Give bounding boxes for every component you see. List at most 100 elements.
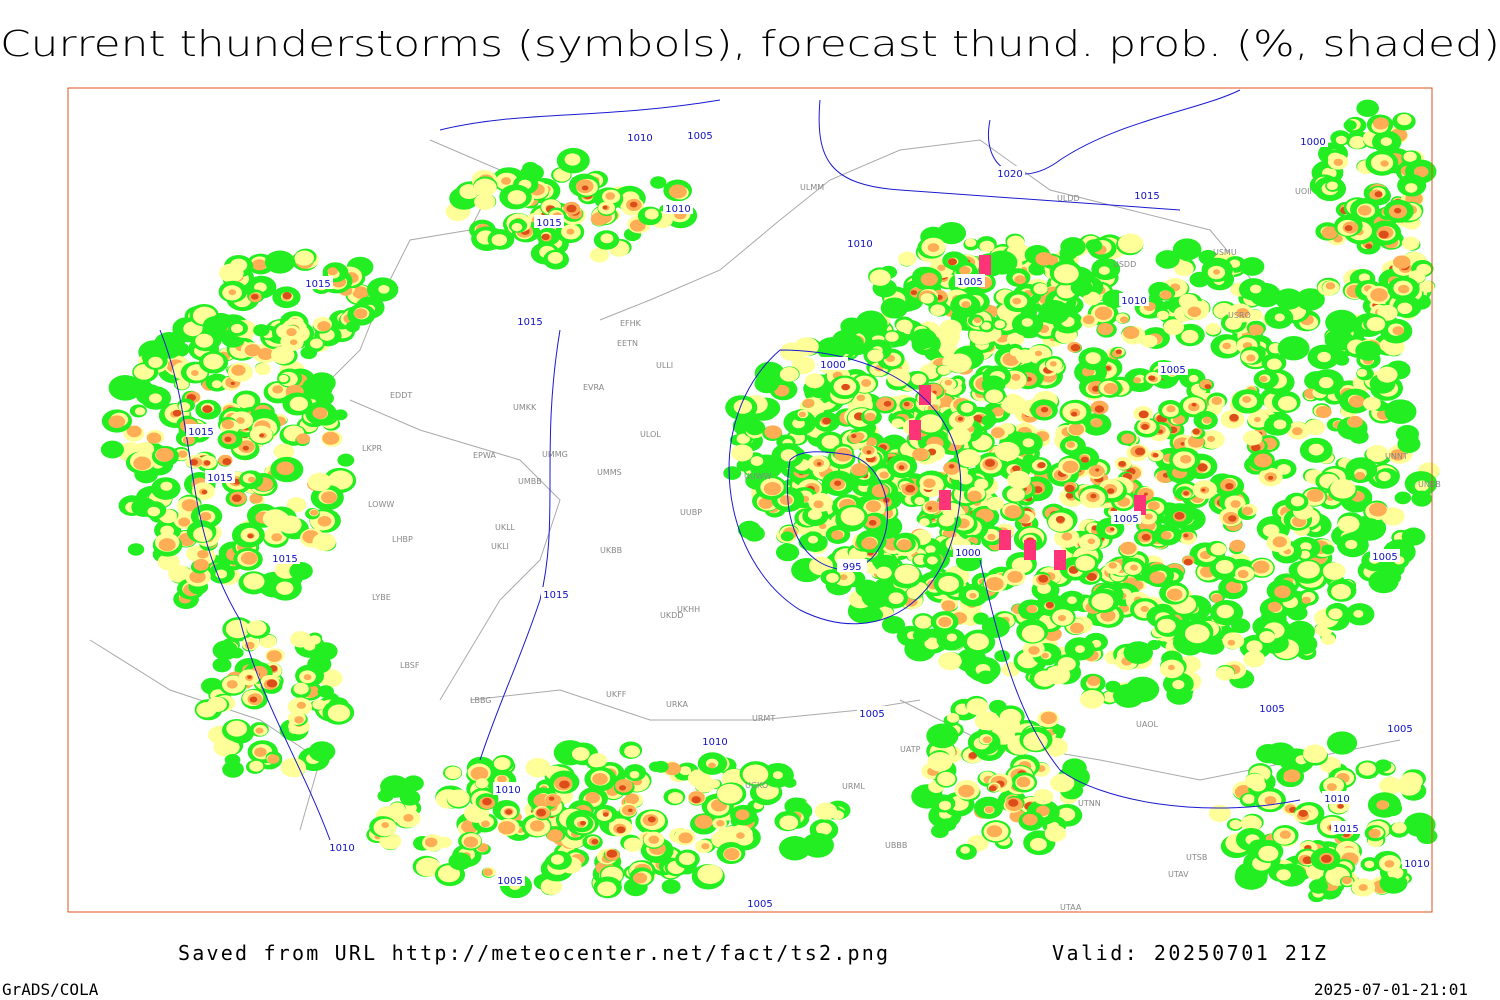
probability-shading (977, 670, 995, 685)
probability-shading (546, 829, 563, 842)
probability-shading (222, 458, 232, 466)
probability-shading (1183, 491, 1189, 496)
probability-shading (212, 640, 239, 661)
station-code: LYBE (372, 593, 391, 602)
probability-shading (1325, 282, 1336, 290)
probability-shading (1345, 539, 1358, 550)
probability-shading (1205, 323, 1221, 335)
probability-shading (605, 192, 616, 200)
probability-shading (1243, 650, 1266, 668)
probability-shading (1050, 773, 1075, 793)
probability-shading (226, 720, 248, 737)
probability-shading (1298, 809, 1308, 817)
probability-shading (1014, 275, 1026, 285)
probability-shading (224, 436, 232, 443)
probability-shading (498, 821, 516, 835)
probability-shading (1297, 561, 1320, 579)
probability-shading (1001, 395, 1027, 415)
probability-shading (938, 800, 952, 811)
probability-shading (1021, 318, 1034, 327)
probability-shading (920, 293, 935, 304)
probability-shading (224, 753, 241, 767)
probability-shading (1326, 783, 1337, 791)
storm-symbol (939, 490, 951, 510)
probability-shading (678, 852, 696, 866)
probability-shading (994, 650, 1010, 663)
probability-shading (968, 751, 978, 759)
station-code: UNBB (1418, 480, 1441, 489)
station-code: LKPR (362, 444, 383, 453)
probability-shading (473, 178, 497, 197)
probability-shading (1287, 604, 1308, 621)
probability-shading (317, 321, 331, 332)
probability-shading (1210, 543, 1227, 556)
isobar-label: 1015 (536, 218, 561, 229)
probability-shading (744, 419, 766, 436)
probability-shading (1094, 306, 1113, 321)
probability-shading (851, 433, 857, 439)
probability-shading (602, 205, 608, 210)
probability-shading (480, 820, 490, 828)
probability-shading (1397, 435, 1421, 453)
probability-shading (1049, 361, 1057, 367)
probability-shading (716, 820, 725, 827)
probability-shading (774, 384, 790, 397)
probability-shading (424, 837, 438, 848)
probability-shading (354, 308, 368, 319)
probability-shading (1180, 454, 1192, 464)
probability-shading (100, 440, 124, 459)
probability-shading (501, 177, 512, 185)
probability-shading (585, 792, 601, 804)
isobar-label-bg (857, 706, 887, 719)
isobar-label: 1005 (957, 277, 982, 288)
probability-shading (864, 412, 876, 422)
probability-shading (779, 495, 793, 506)
probability-shading (1095, 468, 1100, 472)
probability-shading (1011, 373, 1021, 381)
probability-shading (1163, 319, 1185, 336)
station-code: ULLI (656, 361, 673, 370)
probability-shading (231, 494, 242, 502)
probability-shading (1105, 680, 1121, 693)
probability-shading (957, 449, 981, 468)
probability-shading (986, 825, 1003, 838)
probability-shading (580, 820, 587, 826)
isobar-label-bg (955, 274, 985, 287)
probability-shading (1211, 396, 1223, 405)
probability-shading (276, 461, 295, 476)
station-code: EPWA (473, 451, 496, 460)
probability-shading (834, 480, 842, 486)
probability-shading (1040, 711, 1057, 725)
probability-shading (896, 319, 913, 333)
probability-shading (898, 465, 905, 470)
isobar-label-bg (700, 734, 730, 747)
probability-shading (280, 757, 307, 778)
probability-shading (294, 250, 315, 266)
station-code: UKBB (600, 546, 622, 555)
probability-shading (1341, 876, 1352, 885)
isobar-label: 1010 (1121, 296, 1146, 307)
probability-shading (667, 792, 684, 804)
probability-shading (1334, 354, 1350, 366)
probability-shading (1274, 288, 1303, 310)
probability-shading (733, 399, 753, 414)
probability-shading (253, 324, 270, 337)
probability-shading (1349, 136, 1366, 149)
probability-shading (1155, 250, 1180, 269)
probability-shading (201, 490, 208, 495)
probability-shading (160, 481, 173, 491)
probability-shading (1015, 349, 1035, 364)
probability-shading (1188, 402, 1200, 412)
probability-shading (960, 846, 970, 854)
probability-shading (1213, 269, 1221, 275)
isobar-label-bg (205, 470, 235, 483)
probability-shading (910, 290, 918, 296)
probability-shading (1070, 344, 1081, 352)
probability-shading (930, 824, 949, 838)
isobar-label-bg (534, 215, 564, 228)
probability-shading (1192, 428, 1200, 435)
probability-shading (1008, 798, 1019, 807)
probability-shading (547, 252, 563, 264)
probability-shading (1174, 261, 1194, 277)
probability-shading (1036, 805, 1050, 817)
